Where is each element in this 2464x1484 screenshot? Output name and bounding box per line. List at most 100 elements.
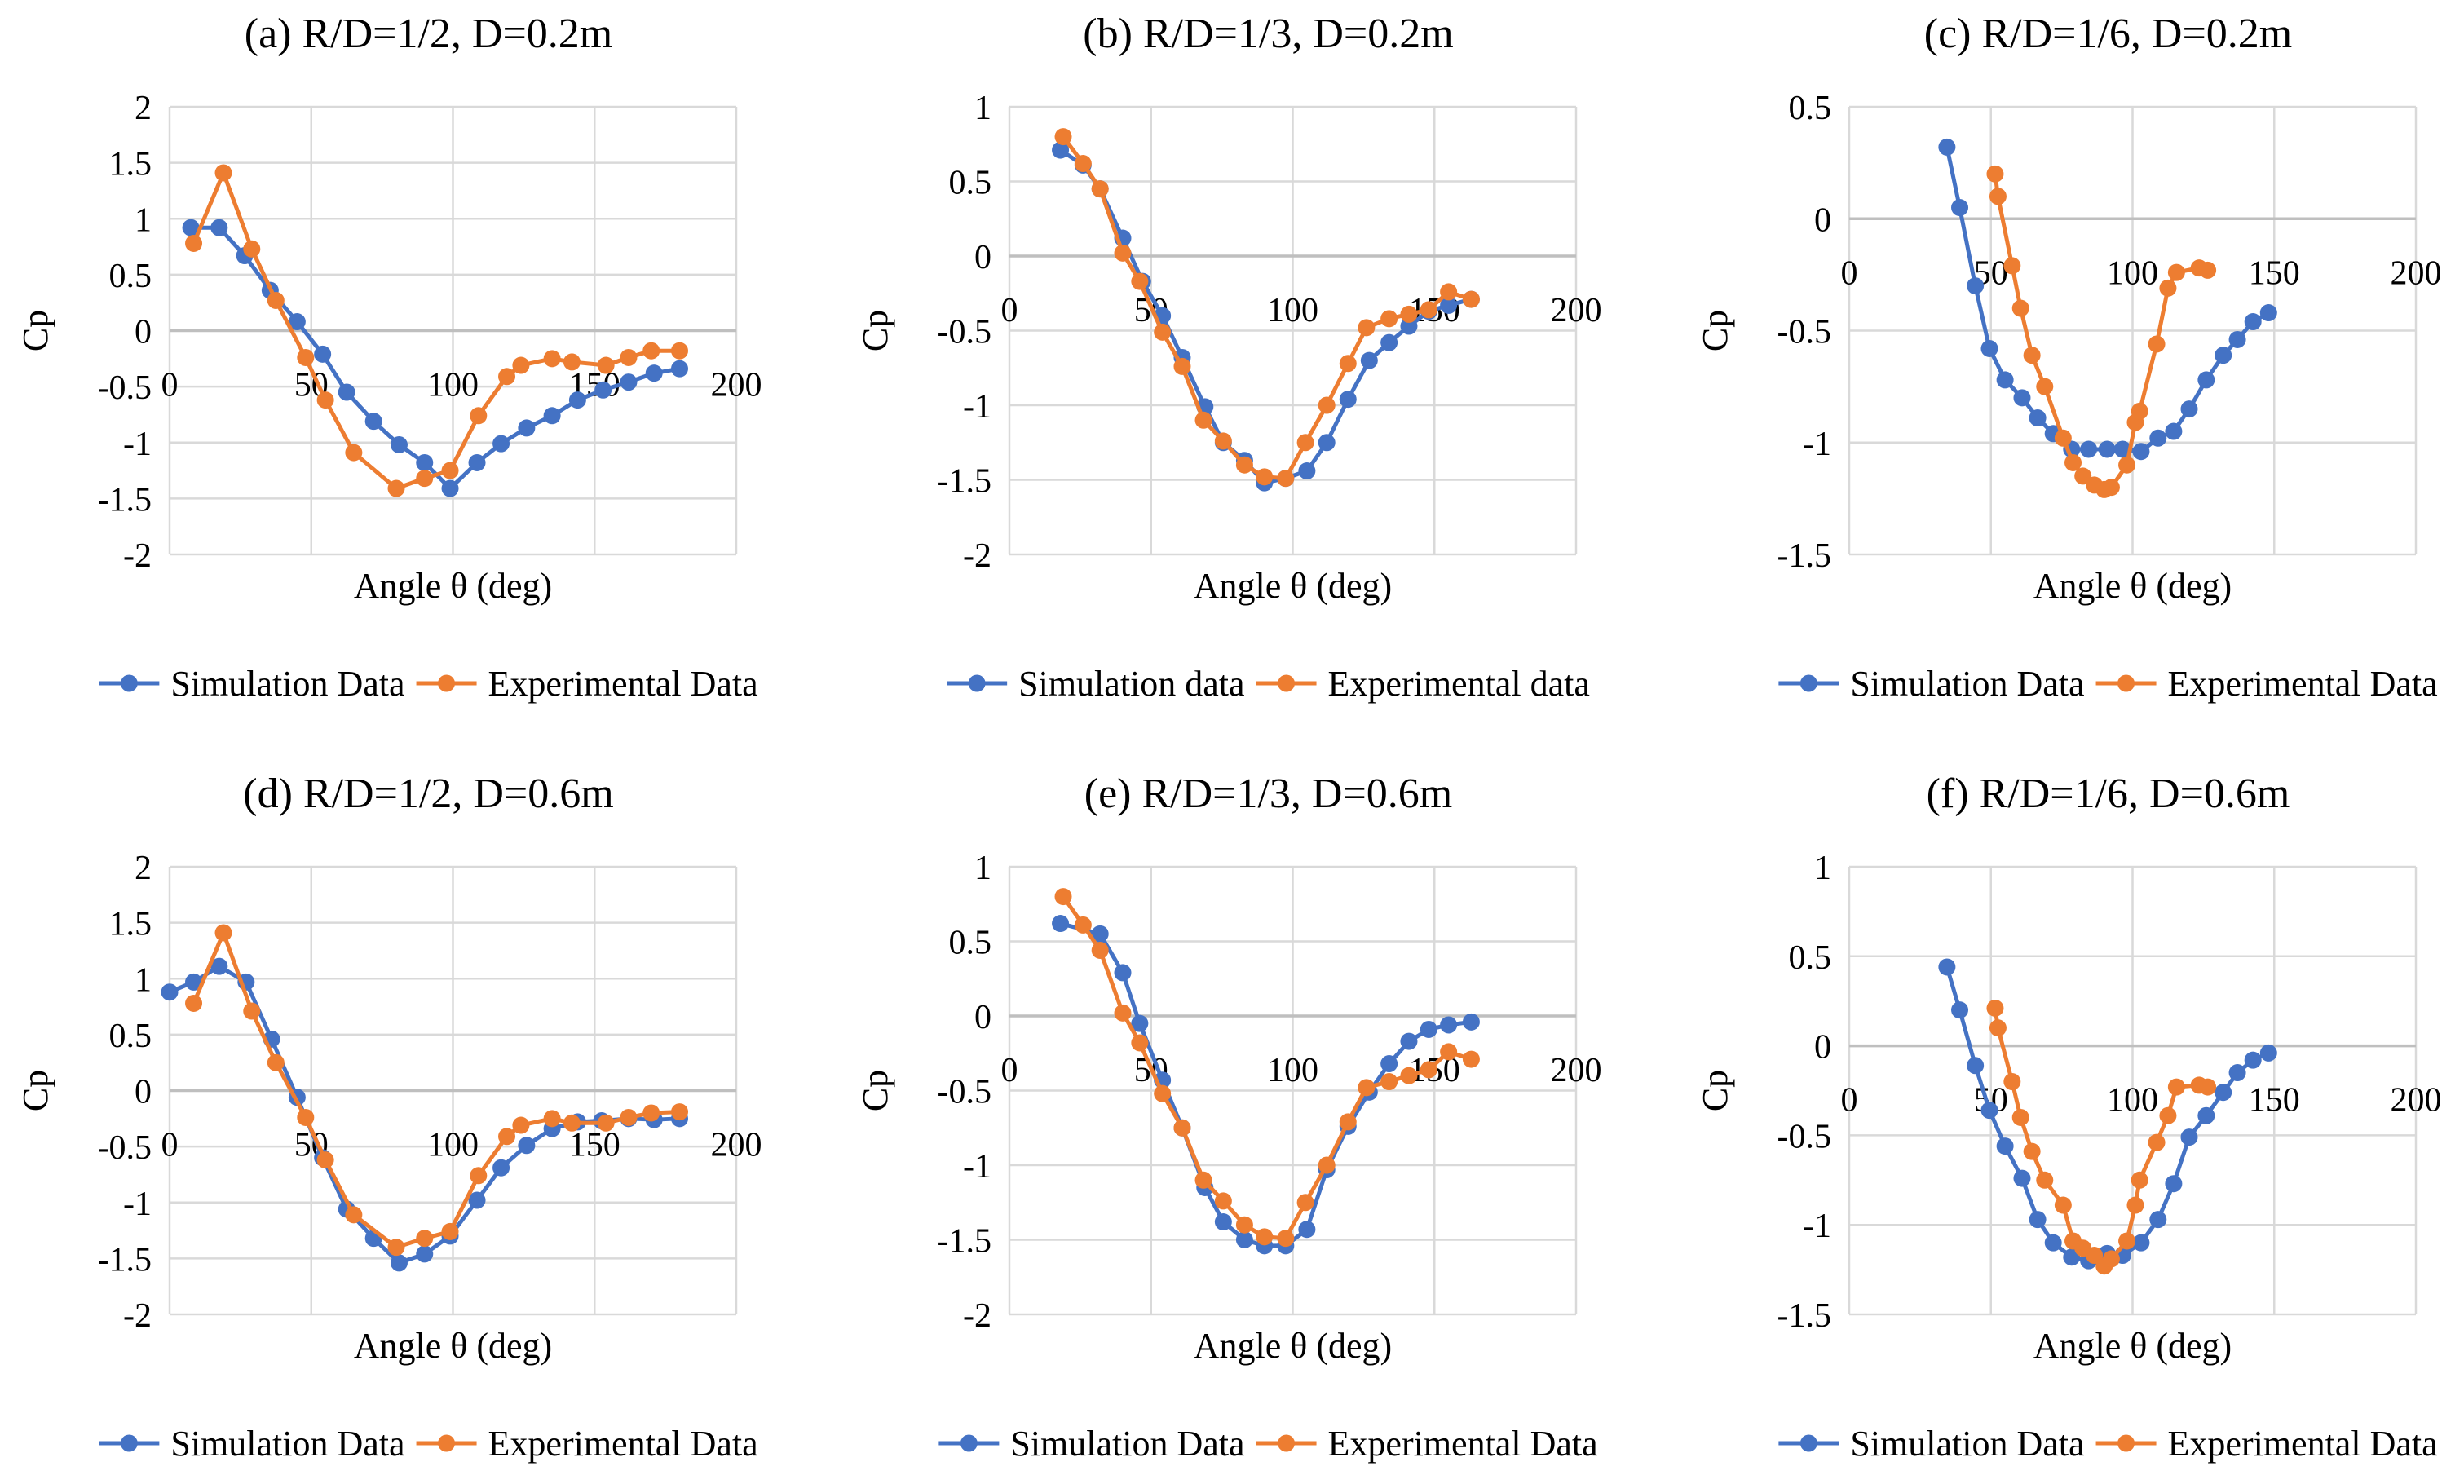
data-point <box>416 1245 434 1263</box>
y-tick-label: 1 <box>1814 850 1831 887</box>
data-point <box>2228 1064 2246 1082</box>
data-point <box>2054 1196 2072 1214</box>
data-point <box>214 164 232 182</box>
data-point <box>1173 1119 1191 1137</box>
data-point <box>1296 434 1314 452</box>
data-point <box>1989 1019 2007 1037</box>
data-point <box>2003 1073 2021 1091</box>
data-point <box>543 1110 561 1128</box>
y-tick-label: -0.5 <box>1777 314 1832 351</box>
data-point <box>1339 1113 1357 1131</box>
series-simulation <box>161 957 688 1272</box>
data-point <box>594 381 612 399</box>
y-tick-label: 1 <box>974 90 991 127</box>
data-point <box>2113 440 2131 458</box>
data-point <box>416 453 434 471</box>
data-point <box>390 435 408 453</box>
data-point <box>1114 964 1132 982</box>
y-tick-label: 0.5 <box>1789 90 1832 127</box>
data-point <box>1380 1073 1398 1091</box>
data-point <box>1054 888 1072 906</box>
data-point <box>1938 958 1956 976</box>
data-point <box>470 1167 488 1185</box>
data-point <box>468 453 486 471</box>
y-tick-label: -0.5 <box>1777 1118 1832 1155</box>
x-tick-label: 0 <box>1841 254 1858 292</box>
data-point <box>316 391 334 409</box>
legend: Simulation Data Experimental Data <box>99 1424 758 1464</box>
data-point <box>2197 1106 2215 1124</box>
data-point <box>1989 188 2007 205</box>
x-tick-label: 0 <box>1001 292 1018 329</box>
data-point <box>1400 317 1418 335</box>
x-tick-label: 0 <box>1841 1082 1858 1120</box>
data-point <box>416 470 434 488</box>
data-point <box>2244 1051 2262 1069</box>
x-tick-label: 0 <box>1001 1052 1018 1089</box>
data-point <box>498 368 516 386</box>
y-tick-label: -0.5 <box>938 1074 992 1111</box>
y-tick-label: -1.5 <box>1777 537 1832 575</box>
data-point <box>364 413 382 431</box>
data-point <box>2131 402 2148 420</box>
data-point <box>543 350 561 368</box>
data-point <box>2023 347 2041 364</box>
legend-marker-icon <box>1278 674 1296 692</box>
chart-panel-c: (c) R/D=1/6, D=0.2m-1.5-1-0.500.50 50 100 1… <box>1695 11 2442 704</box>
data-point <box>185 973 203 991</box>
legend-marker-icon <box>438 1434 456 1452</box>
data-point <box>1400 1067 1418 1084</box>
data-point <box>1173 357 1191 375</box>
data-point <box>597 356 615 374</box>
data-point <box>2149 1211 2167 1229</box>
y-tick-label: 1 <box>135 961 152 999</box>
legend-marker-icon <box>1278 1434 1296 1452</box>
data-point <box>1074 155 1092 173</box>
data-point <box>441 462 459 479</box>
y-tick-label: 0.5 <box>109 258 152 295</box>
data-point <box>1380 1055 1398 1073</box>
legend: Simulation data Experimental data <box>947 664 1590 704</box>
x-tick-label: 100 <box>1267 292 1318 329</box>
data-point <box>620 348 638 366</box>
legend-label: Experimental Data <box>2168 1424 2438 1464</box>
data-point <box>1091 180 1109 198</box>
x-axis-label: Angle θ (deg) <box>1194 566 1392 606</box>
data-point <box>297 348 315 366</box>
data-point <box>2011 299 2029 317</box>
data-point <box>1420 1020 1437 1038</box>
x-axis-label: Angle θ (deg) <box>354 566 552 606</box>
x-tick-label: 200 <box>711 367 762 404</box>
data-point <box>620 373 638 391</box>
data-point <box>2118 456 2136 474</box>
x-tick-label: 0 <box>161 367 179 404</box>
data-point <box>267 291 285 309</box>
data-point <box>642 342 660 360</box>
data-point <box>1400 305 1418 323</box>
data-point <box>468 1191 486 1209</box>
data-point <box>1054 128 1072 146</box>
y-tick-label: 0.5 <box>109 1018 152 1055</box>
data-point <box>1440 283 1458 301</box>
data-point <box>2180 1128 2198 1146</box>
y-tick-label: 0 <box>1814 201 1831 239</box>
data-point <box>2159 1106 2177 1124</box>
data-point <box>2165 422 2183 440</box>
data-point <box>1462 1050 1480 1068</box>
y-tick-label: 2 <box>135 850 152 887</box>
data-point <box>1235 1231 1253 1248</box>
y-axis-label: Cp <box>1695 1070 1735 1111</box>
y-tick-label: 0 <box>1814 1029 1831 1067</box>
legend-marker-icon <box>120 674 138 692</box>
legend-label: Experimental Data <box>2168 664 2438 704</box>
data-point <box>1339 355 1357 373</box>
data-point <box>1052 141 1070 159</box>
x-tick-label: 200 <box>2391 1082 2442 1120</box>
legend-marker-icon <box>1799 1434 1817 1452</box>
legend-marker-icon <box>960 1434 978 1452</box>
y-tick-label: 0.5 <box>949 165 992 202</box>
data-point <box>2167 1078 2185 1096</box>
y-tick-label: -2 <box>963 537 991 575</box>
data-point <box>2013 1169 2031 1187</box>
